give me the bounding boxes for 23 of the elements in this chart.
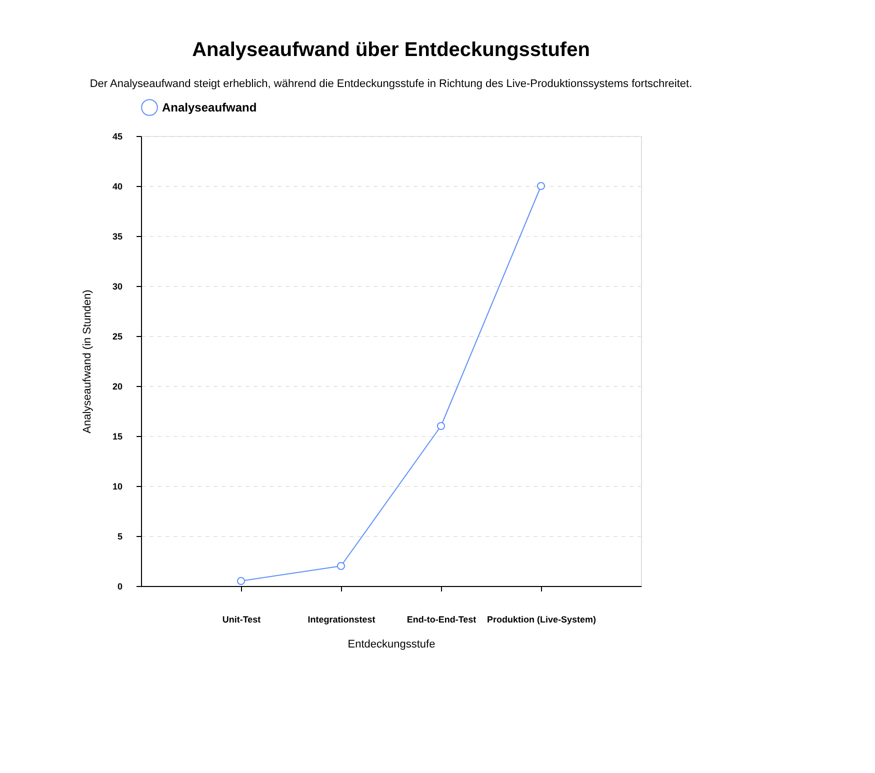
point xyxy=(236,576,246,586)
point xyxy=(436,422,446,430)
point xyxy=(536,182,546,190)
y-tick-label: 30 xyxy=(112,282,122,292)
y-axis-title: Analyseaufwand (in Stunden) xyxy=(81,290,94,434)
x-tick-label: Integrationstest xyxy=(308,614,376,624)
y-tick-label: 10 xyxy=(112,482,122,492)
chart-title: Analyseaufwand über Entdeckungsstufen xyxy=(192,39,590,61)
y-tick-label: 40 xyxy=(112,182,122,192)
y-tick-label: 25 xyxy=(112,332,122,342)
x-tick-label: Produktion (Live-System) xyxy=(486,614,596,624)
y-tick-label: 15 xyxy=(112,432,122,442)
x-tick-label: End-to-End-Test xyxy=(406,614,476,624)
y-tick-label: 0 xyxy=(117,582,122,592)
x-tick-label: Unit-Test xyxy=(222,614,261,624)
y-tick-label: 35 xyxy=(112,232,122,242)
point xyxy=(336,562,346,570)
chart-subtitle: Der Analyseaufwand steigt erheblich, während die Entdeckungsstufe in Richtung des Live-Produktionssystems fortschreitet. xyxy=(90,78,692,90)
y-tick-label: 5 xyxy=(117,532,122,542)
x-axis-title: Entdeckungsstufe xyxy=(348,638,436,650)
y-tick-label: 20 xyxy=(112,382,122,392)
y-tick-label: 45 xyxy=(112,132,122,142)
legend-label: Analyseaufwand xyxy=(162,100,257,114)
